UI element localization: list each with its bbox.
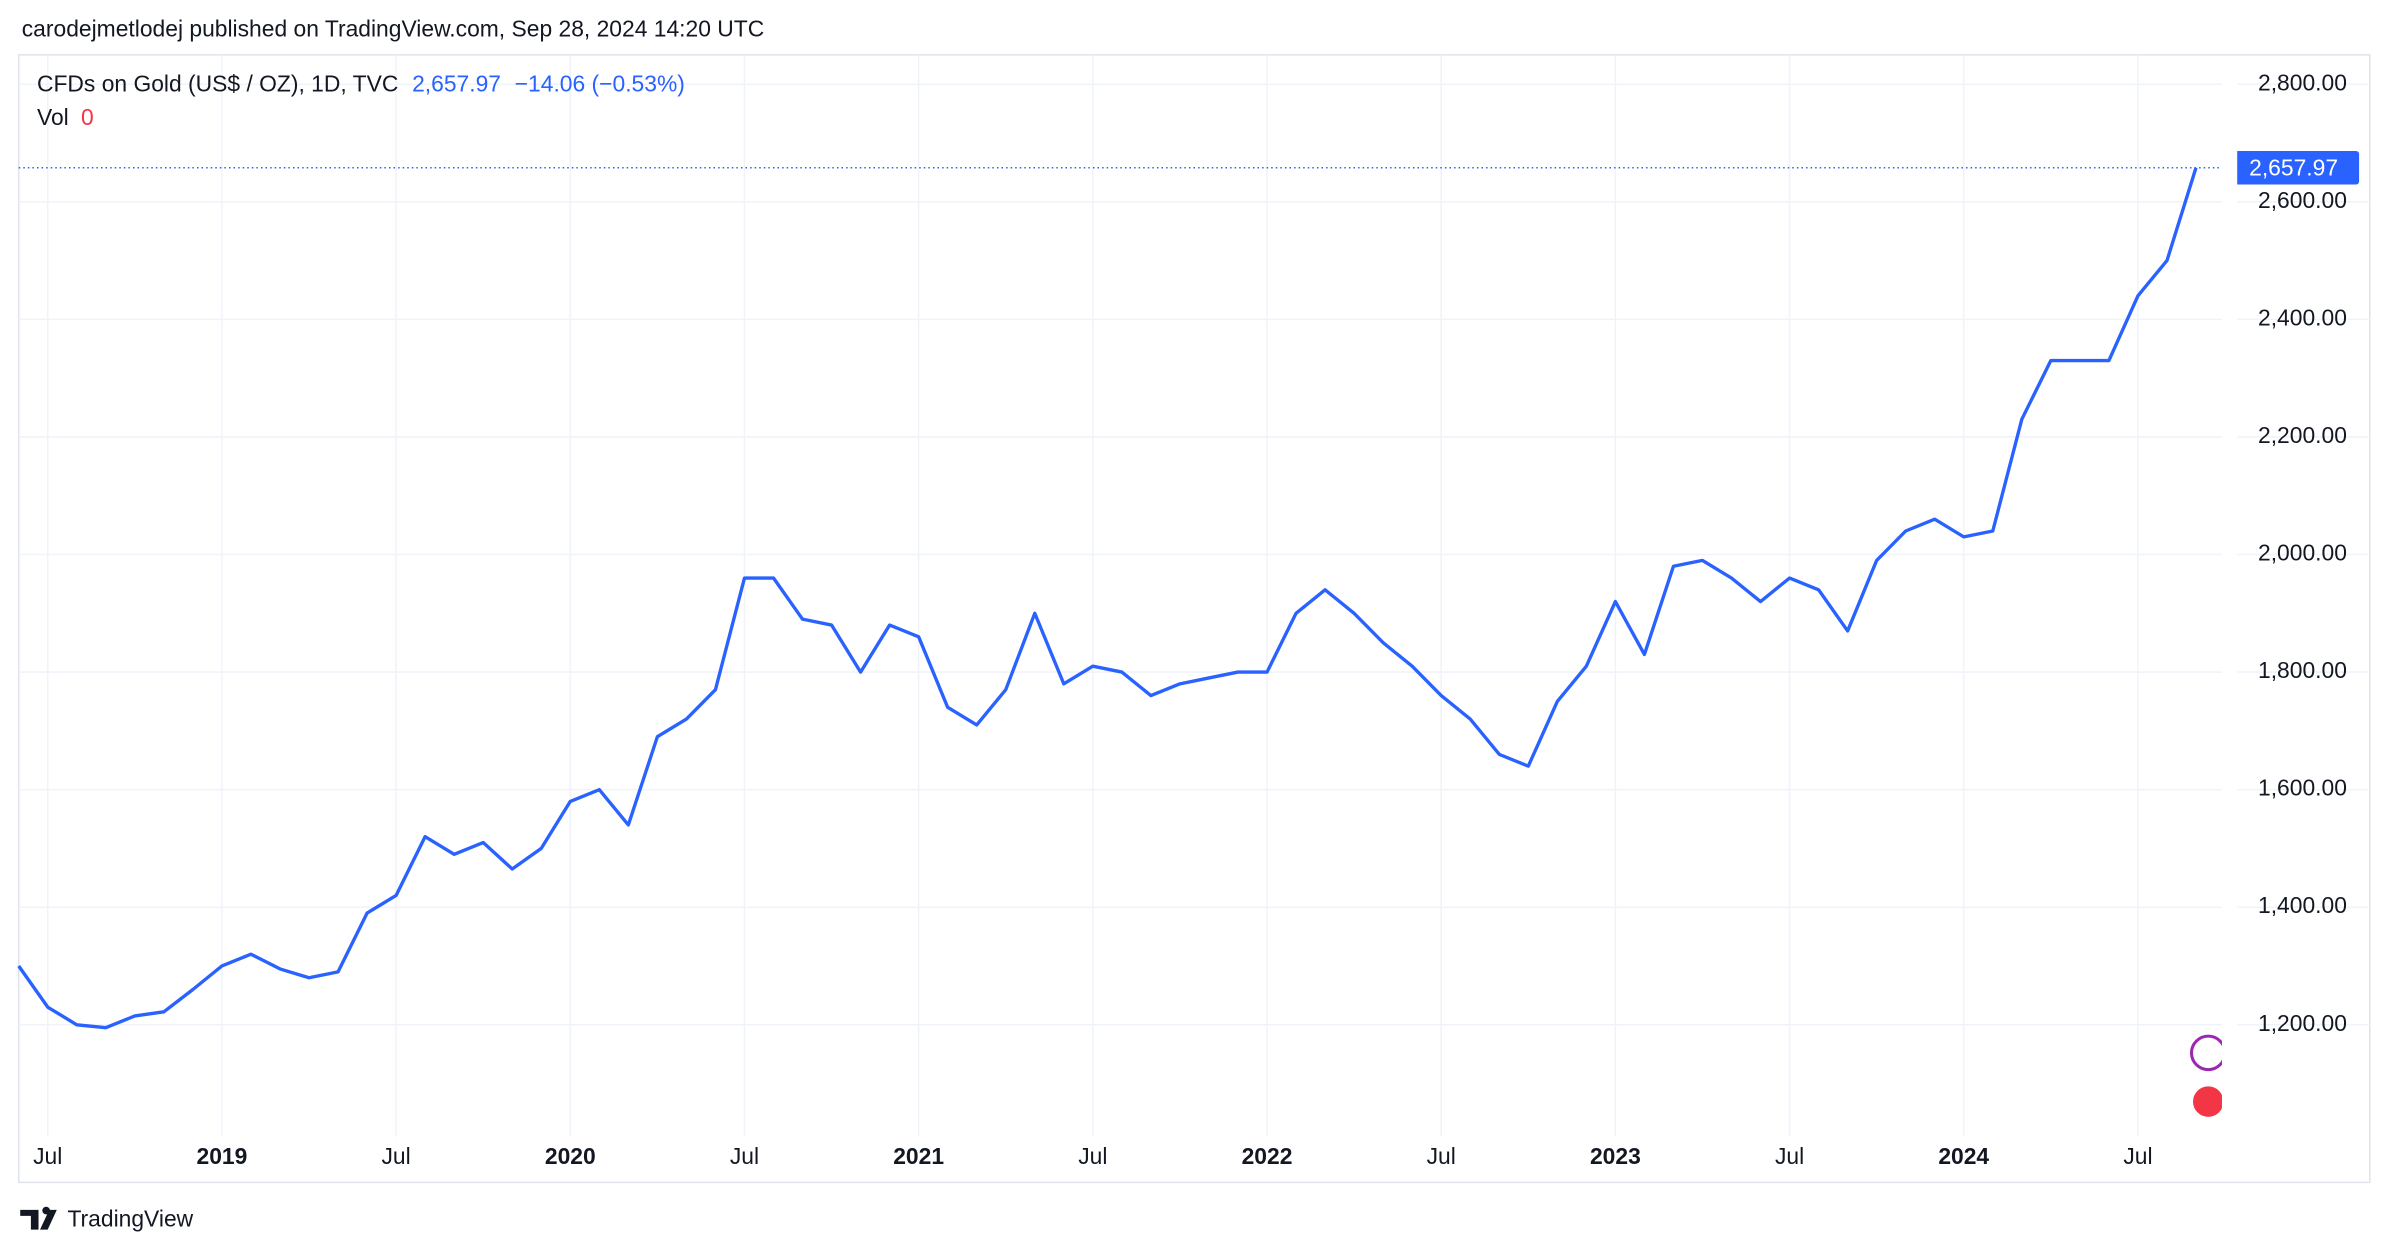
x-tick-label: Jul (730, 1143, 759, 1169)
y-tick-label: 2,200.00 (2258, 422, 2347, 448)
y-tick-label: 1,400.00 (2258, 892, 2347, 918)
last-price: 2,657.97 (412, 70, 501, 96)
price-tag (2228, 150, 2360, 185)
grid: 1,200.00 1,400.00 1,600.00 1,800.00 2,000.00… (18, 54, 2370, 1169)
volume-label: Vol (37, 104, 69, 130)
y-tick-label: 2,000.00 (2258, 540, 2347, 566)
y-tick-label: 1,600.00 (2258, 775, 2347, 801)
price-line (17, 167, 2198, 1030)
event-icon[interactable] (2189, 1034, 2227, 1072)
y-tick-label: 2,400.00 (2258, 304, 2347, 330)
byline: carodejmetlodej published on TradingView… (22, 16, 764, 42)
x-tick-label: 2023 (1590, 1143, 1641, 1169)
x-tick-label: 2020 (545, 1143, 596, 1169)
y-tick-label: 2,800.00 (2258, 69, 2347, 95)
y-tick-label: 1,800.00 (2258, 657, 2347, 683)
x-tick-label: Jul (33, 1143, 62, 1169)
x-tick-label: 2022 (1242, 1143, 1293, 1169)
y-tick-label: 1,200.00 (2258, 1010, 2347, 1036)
axis-mask (2221, 57, 2238, 1180)
y-tick-label: 2,600.00 (2258, 187, 2347, 213)
x-tick-label: 2019 (197, 1143, 248, 1169)
flag-icon[interactable] (2189, 1083, 2227, 1120)
x-tick-label: Jul (1078, 1143, 1107, 1169)
brand-logo (20, 1206, 57, 1230)
volume-value: 0 (81, 104, 94, 130)
legend-line: CFDs on Gold (US$ / OZ), 1D, TVC 2,657.97… (37, 70, 685, 96)
chart-frame (17, 54, 2371, 1184)
x-tick-label: Jul (1775, 1143, 1804, 1169)
x-tick-label: Jul (382, 1143, 411, 1169)
chart-title: CFDs on Gold (US$ / OZ), 1D, TVC (37, 70, 398, 96)
volume-line: Vol 0 (37, 104, 94, 130)
change: −14.06 (−0.53%) (515, 70, 685, 96)
x-tick-label: 2021 (893, 1143, 944, 1169)
x-tick-label: Jul (1427, 1143, 1456, 1169)
x-tick-label: Jul (2123, 1143, 2152, 1169)
brand: TradingView (67, 1206, 193, 1232)
x-tick-label: 2024 (1938, 1143, 1989, 1169)
price-tag-label: 2,657.97 (2249, 154, 2338, 180)
